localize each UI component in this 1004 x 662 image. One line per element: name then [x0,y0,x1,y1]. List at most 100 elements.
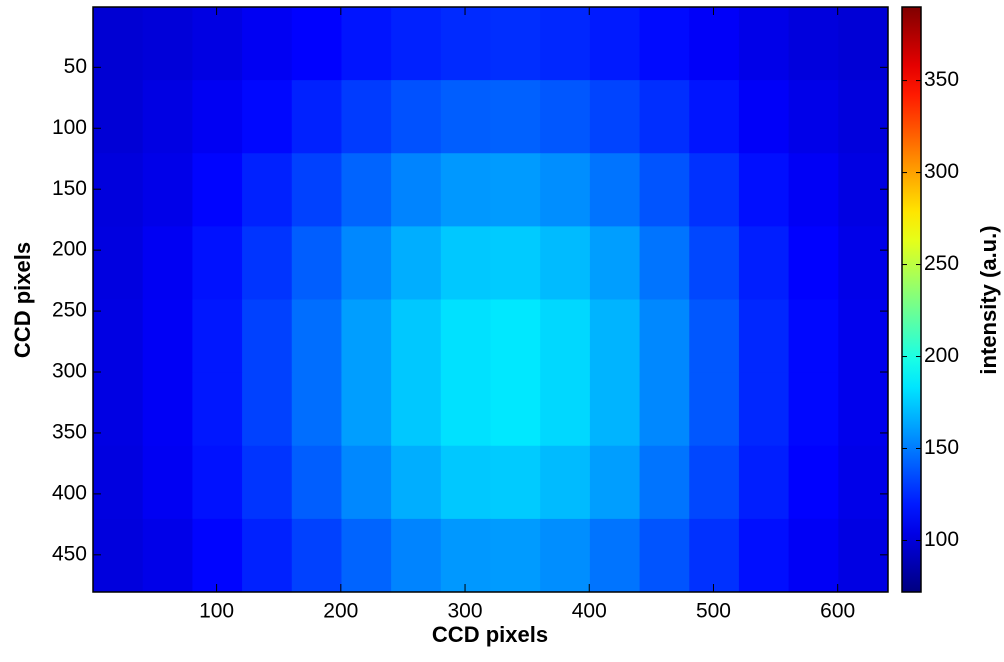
y-tick-label: 150 [52,177,87,200]
heatmap-cell [242,445,293,520]
heatmap-cell [291,7,342,81]
x-tick-label: 100 [199,600,234,623]
heatmap-cell [242,7,293,81]
heatmap-cell [490,372,541,447]
heatmap-cell [192,372,243,447]
heatmap-cell [540,299,591,374]
heatmap-cell [242,518,293,593]
heatmap-cell [788,153,839,227]
heatmap-cell [391,153,442,227]
heatmap-cell [639,445,690,520]
heatmap-cell [490,299,541,374]
y-axis-label: CCD pixels [10,242,35,358]
heatmap-cell [291,445,342,520]
heatmap-cell [440,226,491,300]
heatmap-cell [440,80,491,154]
y-tick-label: 250 [52,299,87,322]
heatmap-cell [738,7,790,81]
x-tick-label: 300 [448,600,483,623]
heatmap-cell [490,153,541,227]
heatmap-cell [738,80,790,154]
heatmap-cell [391,445,442,520]
heatmap-cell [291,299,342,374]
heatmap-cell [738,226,790,300]
heatmap-cell [192,445,243,520]
heatmap-cell [689,372,740,447]
heatmap-cell [341,445,392,520]
heatmap-cell [689,80,740,154]
y-tick-label: 400 [52,481,87,504]
heatmap-cell [838,80,889,154]
y-tick-label: 200 [52,238,87,261]
heatmap-cell [440,372,491,447]
heatmap-cell [242,226,293,300]
heatmap-cell [93,372,144,447]
heatmap-cell [490,226,541,300]
heatmap-cell [639,153,690,227]
colorbar [901,6,922,593]
heatmap-cell [490,518,541,593]
heatmap-cell [440,7,491,81]
heatmap-cell [291,153,342,227]
heatmap-cell [192,7,243,81]
heatmap-cell [192,153,243,227]
heatmap-cell [242,299,293,374]
heatmap-cell [689,445,740,520]
heatmap-cell [589,7,641,81]
heatmap-cell [242,153,293,227]
colorbar-tick-label: 100 [924,528,959,551]
y-tick-label: 450 [52,542,87,565]
heatmap-cell [341,80,392,154]
heatmap-cell [788,226,839,300]
heatmap-cell [639,80,690,154]
heatmap-cell [192,518,243,593]
x-tick-label: 200 [323,600,358,623]
heatmap-cell [341,518,392,593]
heatmap-cell [142,153,193,227]
heatmap-cell [391,518,442,593]
heatmap-cell [192,226,243,300]
heatmap-cell [738,372,790,447]
heatmap-cell [639,299,690,374]
heatmap-cell [291,372,342,447]
heatmap-cell [838,226,889,300]
heatmap-cell [291,80,342,154]
heatmap-cell [689,226,740,300]
heatmap-cell [93,153,144,227]
heatmap-cell [291,518,342,593]
colorbar-tick-label: 200 [924,344,959,367]
heatmap-cell [540,518,591,593]
heatmap-cell [689,518,740,593]
heatmap-cell [142,518,193,593]
heatmap-cell [93,7,144,81]
heatmap-cell [142,80,193,154]
heatmap-cell [788,299,839,374]
heatmap-cell [589,153,641,227]
heatmap-cell [291,226,342,300]
heatmap-cell [838,518,889,593]
heatmap-cell [440,445,491,520]
heatmap-cell [589,518,641,593]
heatmap-cell [540,80,591,154]
heatmap-cell [490,445,541,520]
heatmap-cell [738,445,790,520]
x-tick-label: 600 [820,600,855,623]
heatmap-cell [589,226,641,300]
heatmap-cell [540,226,591,300]
heatmap-cell [540,7,591,81]
heatmap-cell [788,372,839,447]
heatmap-cell [738,299,790,374]
heatmap-cell [639,7,690,81]
heatmap-cell [192,80,243,154]
heatmap-cell [689,7,740,81]
x-axis-label: CCD pixels [432,622,548,647]
heatmap-cell [341,372,392,447]
heatmap-cell [540,153,591,227]
heatmap-cell [93,226,144,300]
heatmap-cell [589,299,641,374]
heatmap-cell [589,80,641,154]
y-tick-label: 300 [52,360,87,383]
colorbar-tick-label: 350 [924,68,959,91]
heatmap-cell [192,299,243,374]
